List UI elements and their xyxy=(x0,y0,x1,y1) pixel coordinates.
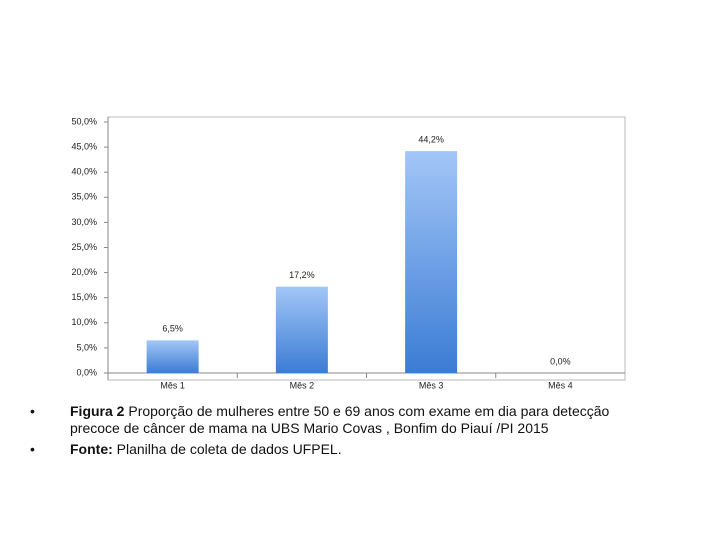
bullet: • xyxy=(30,441,35,457)
source-text: Planilha de coleta de dados UFPEL. xyxy=(112,441,342,457)
bar xyxy=(146,340,199,373)
y-tick-label: 50,0% xyxy=(71,116,97,126)
caption-text: Proporção de mulheres entre 50 e 69 anos… xyxy=(70,403,610,436)
source-label: Fonte: xyxy=(70,441,113,457)
bullet: • xyxy=(30,403,35,419)
y-tick-label: 20,0% xyxy=(71,267,97,277)
y-tick-label: 30,0% xyxy=(71,217,97,227)
caption: Figura 2 Proporção de mulheres entre 50 … xyxy=(70,403,635,437)
value-label: 44,2% xyxy=(418,134,444,144)
y-tick-label: 25,0% xyxy=(71,242,97,252)
chart: 0,0% 5,0% 10,0% 15,0% 20,0% 25,0% 30,0% 35,0% 40… xyxy=(71,116,626,390)
x-tick-label: Mês 3 xyxy=(419,380,444,390)
y-tick-label: 10,0% xyxy=(71,317,97,327)
bar xyxy=(275,286,328,373)
x-tick-label: Mês 1 xyxy=(160,380,185,390)
y-tick-label: 40,0% xyxy=(71,167,97,177)
y-tick-label: 0,0% xyxy=(76,367,97,377)
bar xyxy=(405,151,458,373)
x-tick-label: Mês 2 xyxy=(290,380,315,390)
value-label: 6,5% xyxy=(162,324,183,334)
y-tick-label: 5,0% xyxy=(76,342,97,352)
value-label: 0,0% xyxy=(550,356,571,366)
y-tick-label: 15,0% xyxy=(71,292,97,302)
y-tick-label: 35,0% xyxy=(71,192,97,202)
x-tick-label: Mês 4 xyxy=(548,380,573,390)
caption-label: Figura 2 xyxy=(70,403,125,419)
source: Fonte: Planilha de coleta de dados UFPEL… xyxy=(70,441,635,458)
value-label: 17,2% xyxy=(289,270,315,280)
y-tick-label: 45,0% xyxy=(71,141,97,151)
